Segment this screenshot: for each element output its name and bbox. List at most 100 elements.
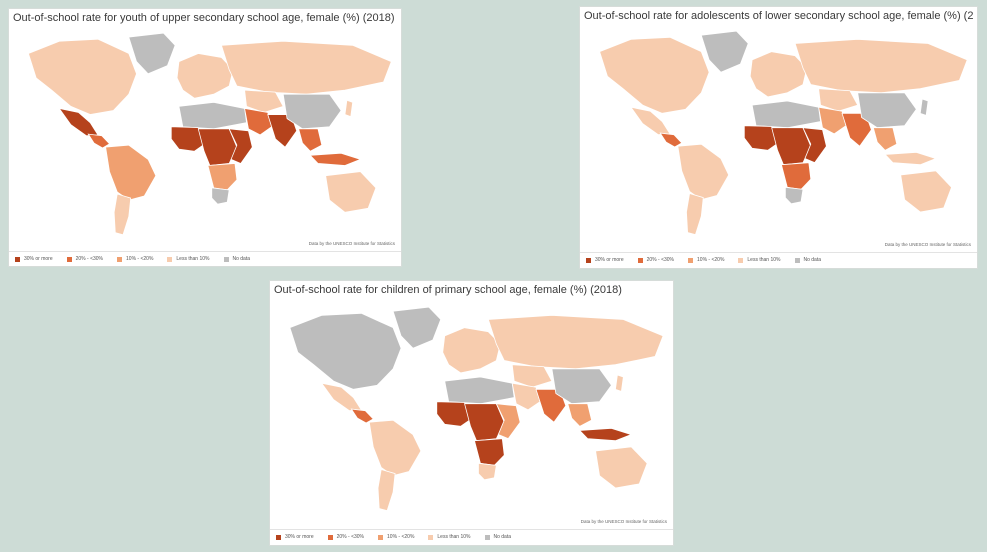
legend-swatch — [794, 257, 800, 263]
region-northAfrica — [178, 101, 247, 130]
data-source-note: Data by the UNESCO Institute for Statist… — [580, 519, 667, 524]
legend-item: 30% or more — [276, 534, 314, 540]
region-southeastAsia — [298, 128, 323, 152]
region-greenland — [700, 30, 749, 73]
region-centralAfrica — [464, 403, 505, 442]
region-australia — [325, 171, 377, 213]
legend-divider — [9, 251, 401, 252]
region-eastAfrica — [228, 128, 253, 164]
region-centralAsia — [511, 364, 553, 388]
region-southernCone — [377, 468, 396, 512]
region-southeastAsia — [567, 403, 593, 427]
world-map — [289, 306, 664, 512]
legend-label: Less than 10% — [176, 256, 210, 262]
map-panel-upper-secondary: Out-of-school rate for youth of upper se… — [8, 8, 402, 267]
legend-label: 30% or more — [285, 534, 314, 540]
region-centralAmerica — [87, 133, 111, 149]
region-japan — [614, 374, 624, 392]
region-china — [282, 93, 342, 130]
region-northAmerica — [599, 36, 710, 114]
region-greenland — [128, 32, 176, 75]
legend-label: 20% - <30% — [75, 256, 104, 262]
region-indonesia — [884, 151, 938, 166]
map-legend: 30% or more 20% - <30% 10% - <20% Less than… — [276, 534, 525, 540]
region-centralAmerica — [350, 408, 374, 424]
region-westAfrica — [743, 125, 781, 151]
region-greenland — [392, 306, 442, 349]
legend-item: No data — [484, 534, 512, 540]
legend-swatch — [738, 257, 744, 263]
map-panel-lower-secondary: Out-of-school rate for adolescents of lo… — [579, 6, 978, 269]
region-china — [857, 92, 917, 129]
world-map — [27, 32, 392, 236]
legend-swatch — [276, 534, 281, 540]
legend-swatch — [484, 534, 490, 540]
legend-item: 10% - <20% — [688, 257, 724, 263]
legend-swatch — [15, 256, 20, 262]
legend-swatch — [688, 257, 694, 263]
legend-swatch — [117, 256, 123, 262]
region-southernCone — [686, 192, 704, 236]
region-southAfrica — [478, 462, 497, 481]
legend-item: 30% or more — [586, 257, 624, 263]
legend-item: Less than 10% — [428, 534, 471, 540]
region-northAmerica — [289, 312, 402, 390]
legend-label: 30% or more — [24, 256, 53, 262]
legend-item: 20% - <30% — [637, 257, 675, 263]
region-japan — [919, 98, 929, 116]
legend-label: No data — [803, 257, 822, 263]
region-southernCone — [113, 193, 132, 236]
legend-label: Less than 10% — [747, 257, 781, 263]
region-southAmerica — [368, 419, 422, 477]
region-indonesia — [578, 427, 633, 442]
region-russia — [794, 38, 968, 94]
legend-label: 20% - <30% — [336, 534, 365, 540]
legend-item: No data — [794, 257, 822, 263]
legend-swatch — [378, 534, 384, 540]
legend-label: 10% - <20% — [387, 534, 415, 540]
legend-label: Less than 10% — [437, 534, 471, 540]
region-southAfrica — [784, 186, 804, 205]
legend-swatch — [167, 256, 173, 262]
region-centralAfrica — [197, 128, 238, 166]
region-europe — [442, 327, 501, 374]
map-panel-primary: Out-of-school rate for children of prima… — [269, 280, 674, 546]
legend-swatch — [428, 534, 434, 540]
region-southAmerica — [105, 144, 157, 201]
legend-swatch — [66, 256, 72, 262]
legend-swatch — [327, 534, 333, 540]
region-southernAfrica — [780, 162, 812, 190]
region-northAfrica — [444, 376, 515, 405]
map-title: Out-of-school rate for youth of upper se… — [13, 12, 395, 24]
region-europe — [749, 51, 808, 98]
region-australia — [595, 446, 648, 489]
legend-swatch — [586, 257, 591, 263]
legend-item: No data — [223, 256, 250, 262]
region-japan — [344, 99, 354, 118]
legend-item: Less than 10% — [167, 256, 210, 262]
region-russia — [220, 40, 392, 95]
legend-item: Less than 10% — [738, 257, 781, 263]
region-southAmerica — [677, 143, 730, 201]
region-northAmerica — [27, 38, 137, 115]
region-europe — [176, 53, 234, 99]
legend-divider — [270, 529, 673, 530]
region-russia — [487, 314, 664, 370]
map-legend: 30% or more 20% - <30% 10% - <20% Less than… — [15, 256, 264, 262]
region-centralAfrica — [771, 127, 812, 166]
legend-label: 20% - <30% — [646, 257, 675, 263]
data-source-note: Data by the UNESCO Institute for Statist… — [884, 242, 971, 247]
legend-swatch — [637, 257, 643, 263]
legend-label: No data — [493, 534, 512, 540]
region-middleEast — [818, 106, 847, 135]
region-southernAfrica — [207, 163, 238, 191]
legend-item: 20% - <30% — [66, 256, 104, 262]
region-centralAsia — [818, 88, 859, 112]
legend-label: 30% or more — [595, 257, 624, 263]
legend-label: 10% - <20% — [126, 256, 154, 262]
data-source-note: Data by the UNESCO Institute for Statist… — [308, 241, 395, 246]
region-middleEast — [244, 107, 273, 136]
legend-label: 10% - <20% — [697, 257, 725, 263]
region-southAfrica — [211, 187, 230, 205]
region-indonesia — [309, 152, 362, 166]
